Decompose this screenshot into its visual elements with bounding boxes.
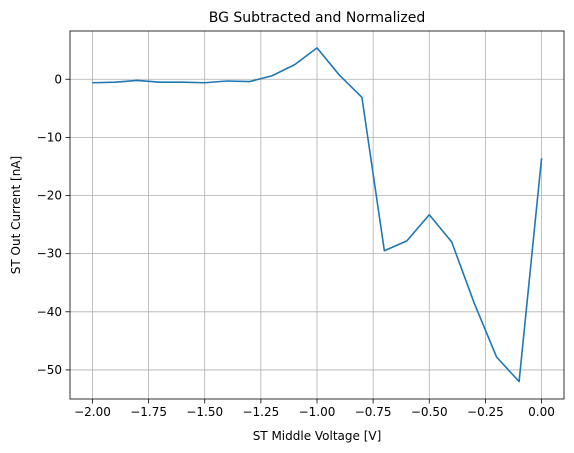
y-tick-label: −10 <box>37 130 62 144</box>
y-tick-label: 0 <box>54 72 62 86</box>
grid <box>70 31 564 399</box>
x-tick-label: −1.00 <box>299 405 336 419</box>
chart-title: BG Subtracted and Normalized <box>209 10 425 26</box>
x-tick-label: −1.25 <box>242 405 279 419</box>
y-axis-label: ST Out Current [nA] <box>9 156 23 274</box>
y-tick-label: −30 <box>37 247 62 261</box>
x-axis-label: ST Middle Voltage [V] <box>253 429 382 443</box>
x-tick-label: −0.25 <box>467 405 504 419</box>
x-tick-label: −1.75 <box>130 405 167 419</box>
y-tick-label: −50 <box>37 363 62 377</box>
x-tick-label: −0.75 <box>355 405 392 419</box>
x-tick-label: 0.00 <box>528 405 555 419</box>
ticks: −2.00 −1.75 −1.50 −1.25 −1.00 −0.75 −0.50 −0.25… <box>37 72 555 419</box>
x-tick-label: −0.50 <box>411 405 448 419</box>
x-tick-label: −2.00 <box>74 405 111 419</box>
y-tick-label: −20 <box>37 189 62 203</box>
series-layer <box>92 47 543 383</box>
x-tick-label: −1.50 <box>186 405 223 419</box>
y-tick-label: −40 <box>37 305 62 319</box>
